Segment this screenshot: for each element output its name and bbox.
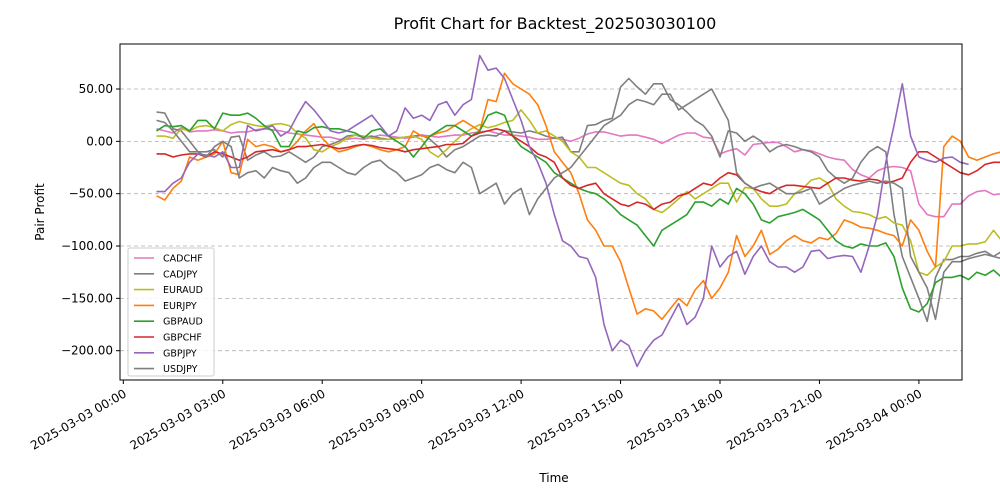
legend-label: GBPAUD — [163, 317, 203, 328]
x-tick-label: 2025-03-04 00:00 — [824, 386, 925, 452]
plot-area-frame — [120, 44, 962, 380]
y-axis-label: Pair Profit — [33, 183, 47, 241]
x-tick-label: 2025-03-03 03:00 — [128, 386, 229, 452]
legend-label: GBPCHF — [163, 333, 202, 344]
x-tick-label: 2025-03-03 15:00 — [525, 386, 626, 452]
chart-title: Profit Chart for Backtest_202503030100 — [394, 14, 717, 34]
series-line-eurjpy — [157, 73, 1000, 319]
series-lines — [157, 56, 1000, 367]
series-line-gbpjpy — [157, 56, 969, 367]
x-tick-label: 2025-03-03 09:00 — [327, 386, 428, 452]
series-line-cadjpy — [157, 79, 1000, 322]
x-tick-label: 2025-03-03 21:00 — [724, 386, 825, 452]
x-tick-label: 2025-03-03 00:00 — [28, 386, 129, 452]
y-axis: 50.00 0.00 −50.00 −100.00 −150.00 −200.00 — [61, 82, 120, 358]
series-line-gbpchf — [157, 129, 1000, 210]
legend: CADCHF CADJPY EURAUD EURJPY GBPAUD GBPCHF GBPJ… — [128, 248, 214, 376]
legend-label: CADJPY — [163, 269, 198, 280]
x-tick-label: 2025-03-03 06:00 — [227, 386, 328, 452]
x-tick-label: 2025-03-03 12:00 — [426, 386, 527, 452]
y-tick-label: 0.00 — [86, 134, 113, 148]
x-tick-label: 2025-03-03 18:00 — [625, 386, 726, 452]
y-tick-label: −150.00 — [61, 291, 113, 305]
y-tick-label: −200.00 — [61, 344, 113, 358]
y-tick-label: −100.00 — [61, 239, 113, 253]
series-line-gbpaud — [157, 112, 1000, 312]
x-axis-label: Time — [538, 471, 568, 485]
y-tick-label: −50.00 — [69, 187, 113, 201]
legend-label: GBPJPY — [163, 348, 197, 359]
legend-label: EURJPY — [163, 301, 197, 312]
legend-label: CADCHF — [163, 254, 203, 265]
legend-label: EURAUD — [163, 285, 203, 296]
legend-label: USDJPY — [163, 364, 198, 375]
y-tick-label: 50.00 — [79, 82, 113, 96]
